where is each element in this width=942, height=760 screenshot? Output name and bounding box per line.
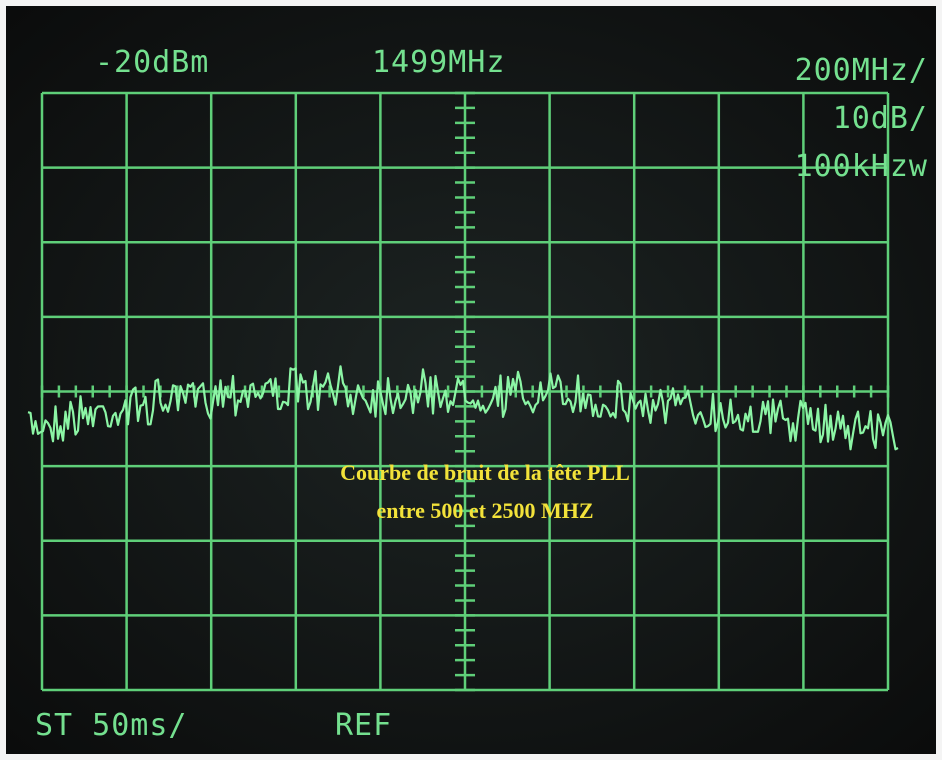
crt-screen [6,6,936,754]
span: 200MHz/ [795,53,928,88]
reference-level: -20dBm [95,45,209,80]
scale: 10dB/ [833,101,928,136]
caption-line: Courbe de bruit de la tête PLL [340,460,630,485]
center-frequency: 1499MHz [372,45,505,80]
sweep-time: ST 50ms/ [35,708,188,743]
caption-line: entre 500 et 2500 MHZ [376,498,593,523]
bandwidth: 100kHzw [795,149,928,184]
graticule [40,91,890,692]
ref-marker: REF [335,708,392,743]
noise-trace [27,365,899,451]
